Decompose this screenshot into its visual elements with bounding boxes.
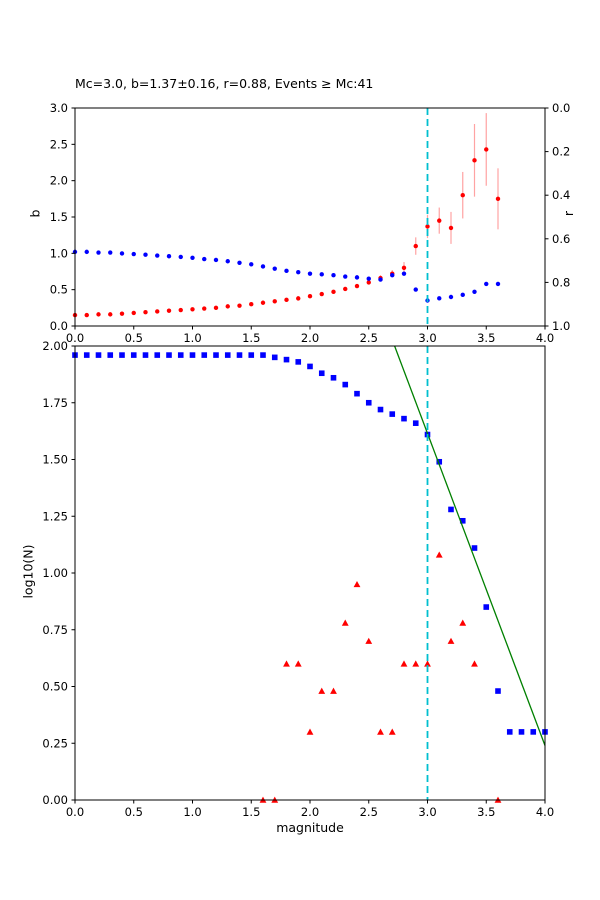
svg-text:4.0: 4.0 bbox=[536, 331, 554, 345]
svg-text:1.0: 1.0 bbox=[183, 331, 201, 345]
svg-text:0.6: 0.6 bbox=[552, 232, 570, 246]
svg-text:1.5: 1.5 bbox=[242, 331, 260, 345]
chart-title: Mc=3.0, b=1.37±0.16, r=0.88, Events ≥ Mc… bbox=[75, 76, 374, 91]
top-chart: 0.0 0.5 1.0 1.5 2.0 2.5 3.0 3.5 4.0 0.0 0.5 1.0 1.5 2… bbox=[50, 101, 571, 345]
svg-text:0.0: 0.0 bbox=[66, 805, 84, 819]
svg-text:1.50: 1.50 bbox=[42, 453, 68, 467]
svg-text:3.0: 3.0 bbox=[418, 805, 436, 819]
svg-text:2.0: 2.0 bbox=[50, 174, 68, 188]
svg-text:0.2: 0.2 bbox=[552, 145, 570, 159]
svg-text:0.50: 0.50 bbox=[42, 680, 68, 694]
svg-text:3.0: 3.0 bbox=[418, 331, 436, 345]
svg-text:0.5: 0.5 bbox=[125, 805, 143, 819]
series-cumulative-event-counts bbox=[72, 352, 548, 735]
svg-text:1.0: 1.0 bbox=[50, 246, 68, 260]
series-r-correlation-vs-cutoff bbox=[72, 249, 501, 303]
top-chart-ticks: 0.0 0.5 1.0 1.5 2.0 2.5 3.0 3.5 4.0 0.0 0.5 1.0 1.5 2… bbox=[50, 101, 571, 345]
svg-text:1.00: 1.00 bbox=[42, 566, 68, 580]
svg-text:1.0: 1.0 bbox=[183, 805, 201, 819]
svg-text:1.5: 1.5 bbox=[242, 805, 260, 819]
svg-text:0.00: 0.00 bbox=[42, 793, 68, 807]
series-binned-event-counts bbox=[259, 551, 502, 803]
bottom-chart: 0.0 0.5 1.0 1.5 2.0 2.5 3.0 3.5 4.0 0.00 0.25 0.50 0… bbox=[42, 339, 554, 819]
svg-text:1.25: 1.25 bbox=[42, 509, 68, 523]
svg-text:3.5: 3.5 bbox=[477, 805, 495, 819]
svg-text:1.5: 1.5 bbox=[50, 210, 68, 224]
series-b-value-vs-cutoff bbox=[72, 113, 501, 318]
svg-text:2.00: 2.00 bbox=[42, 339, 68, 353]
series-gutenberg-richter-fit-line bbox=[393, 345, 546, 746]
svg-text:3.0: 3.0 bbox=[50, 101, 68, 115]
svg-text:0.25: 0.25 bbox=[42, 736, 68, 750]
svg-text:0.0: 0.0 bbox=[66, 331, 84, 345]
svg-text:3.5: 3.5 bbox=[477, 331, 495, 345]
svg-text:0.5: 0.5 bbox=[50, 283, 68, 297]
svg-text:0.0: 0.0 bbox=[50, 319, 68, 333]
svg-text:2.5: 2.5 bbox=[360, 805, 378, 819]
svg-text:2.0: 2.0 bbox=[301, 805, 319, 819]
svg-text:0.75: 0.75 bbox=[42, 623, 68, 637]
svg-text:1.75: 1.75 bbox=[42, 396, 68, 410]
bottom-chart-ticks: 0.0 0.5 1.0 1.5 2.0 2.5 3.0 3.5 4.0 0.00 0.25 0.50 0… bbox=[42, 339, 554, 819]
svg-text:2.5: 2.5 bbox=[50, 137, 68, 151]
svg-text:4.0: 4.0 bbox=[536, 805, 554, 819]
svg-text:2.5: 2.5 bbox=[360, 331, 378, 345]
svg-text:0.4: 0.4 bbox=[552, 188, 570, 202]
bottom-x-axis-label: magnitude bbox=[276, 820, 344, 835]
svg-text:2.0: 2.0 bbox=[301, 331, 319, 345]
svg-text:0.0: 0.0 bbox=[552, 101, 570, 115]
svg-text:0.5: 0.5 bbox=[125, 331, 143, 345]
svg-text:0.8: 0.8 bbox=[552, 275, 570, 289]
svg-text:1.0: 1.0 bbox=[552, 319, 570, 333]
